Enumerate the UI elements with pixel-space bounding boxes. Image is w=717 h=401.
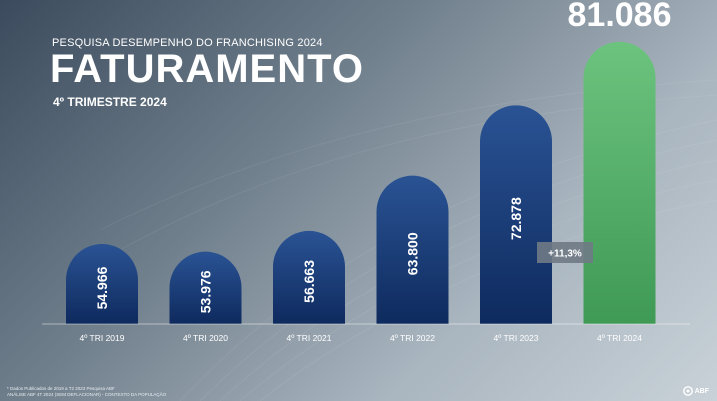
bar-value-label: 56.663 [301,260,317,303]
bar [480,105,552,324]
bar-value-label: 53.976 [198,270,214,313]
report-subtitle: PESQUISA DESEMPENHO DO FRANCHISING 2024 [52,37,323,49]
bar-value-label: 72.878 [508,197,524,240]
page-title: FATURAMENTO [50,47,364,91]
bar [169,251,242,324]
footnote: ANÁLISE ABF 4T 2024 (SEM DEFLACIONAR) - … [7,392,167,397]
category-label: 4º TRI 2022 [390,333,435,343]
growth-badge-label: +11,3% [548,249,582,260]
bar-highlight [583,41,656,324]
abf-logo-text: ABF [694,387,709,395]
footnote: * Dados Publicados de 2019 a T2 2023 Pes… [7,386,115,391]
abf-logo: ABF [682,386,709,396]
category-label: 4º TRI 2021 [286,333,331,343]
category-label: 4º TRI 2019 [79,333,124,343]
category-label: 4º TRI 2023 [493,333,538,343]
bar [376,175,449,324]
growth-badge [537,242,593,263]
bars-layer: 54.966 4º TRI 2019 53.976 4º TRI 2020 56.663… [66,0,672,343]
bar-value-label: 54.966 [94,266,110,309]
category-label: 4º TRI 2020 [183,333,228,343]
period-label: 4º TRIMESTRE 2024 [53,95,167,109]
abf-logo-icon [682,386,693,396]
category-label: 4º TRI 2024 [597,333,642,343]
bar [273,230,345,324]
bar [66,244,138,324]
bar-value-label: 81.086 [568,0,672,34]
bar-value-label: 63.800 [405,232,421,275]
growth-annotation: +11,3% [537,242,593,263]
